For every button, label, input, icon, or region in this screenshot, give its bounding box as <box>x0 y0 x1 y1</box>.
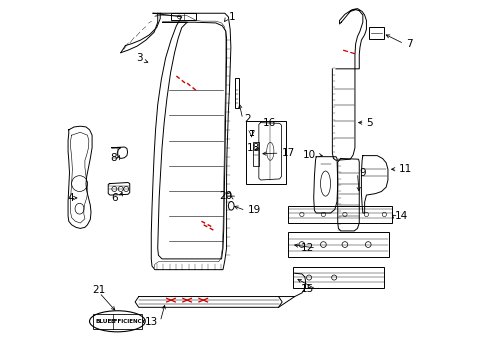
Bar <box>252 142 259 166</box>
Text: 19: 19 <box>247 206 260 216</box>
Text: 8: 8 <box>110 153 116 163</box>
Bar <box>234 78 239 108</box>
Text: 9: 9 <box>359 168 365 178</box>
Bar <box>292 267 384 288</box>
Bar <box>287 206 391 223</box>
Text: BLUE: BLUE <box>95 319 111 324</box>
Text: 3: 3 <box>135 53 142 63</box>
Text: EFFICIENCY: EFFICIENCY <box>110 319 145 324</box>
Text: 14: 14 <box>394 211 407 221</box>
Bar <box>171 13 196 21</box>
Text: 16: 16 <box>263 118 276 128</box>
Bar <box>246 121 285 184</box>
Text: 21: 21 <box>92 285 106 295</box>
Text: 15: 15 <box>301 284 314 294</box>
Text: 12: 12 <box>301 243 314 253</box>
Text: 2: 2 <box>244 114 251 124</box>
Text: 11: 11 <box>398 164 411 174</box>
Text: 5: 5 <box>366 118 372 128</box>
Text: 17: 17 <box>281 148 294 158</box>
Bar <box>368 27 383 40</box>
Text: 7: 7 <box>405 39 412 49</box>
Text: 4: 4 <box>67 193 74 203</box>
Bar <box>287 231 388 257</box>
Text: 13: 13 <box>145 317 158 327</box>
Text: 18: 18 <box>246 143 260 153</box>
Text: 6: 6 <box>111 193 118 203</box>
Text: 1: 1 <box>228 12 235 22</box>
Text: 10: 10 <box>303 150 316 160</box>
Text: 20: 20 <box>219 191 232 201</box>
